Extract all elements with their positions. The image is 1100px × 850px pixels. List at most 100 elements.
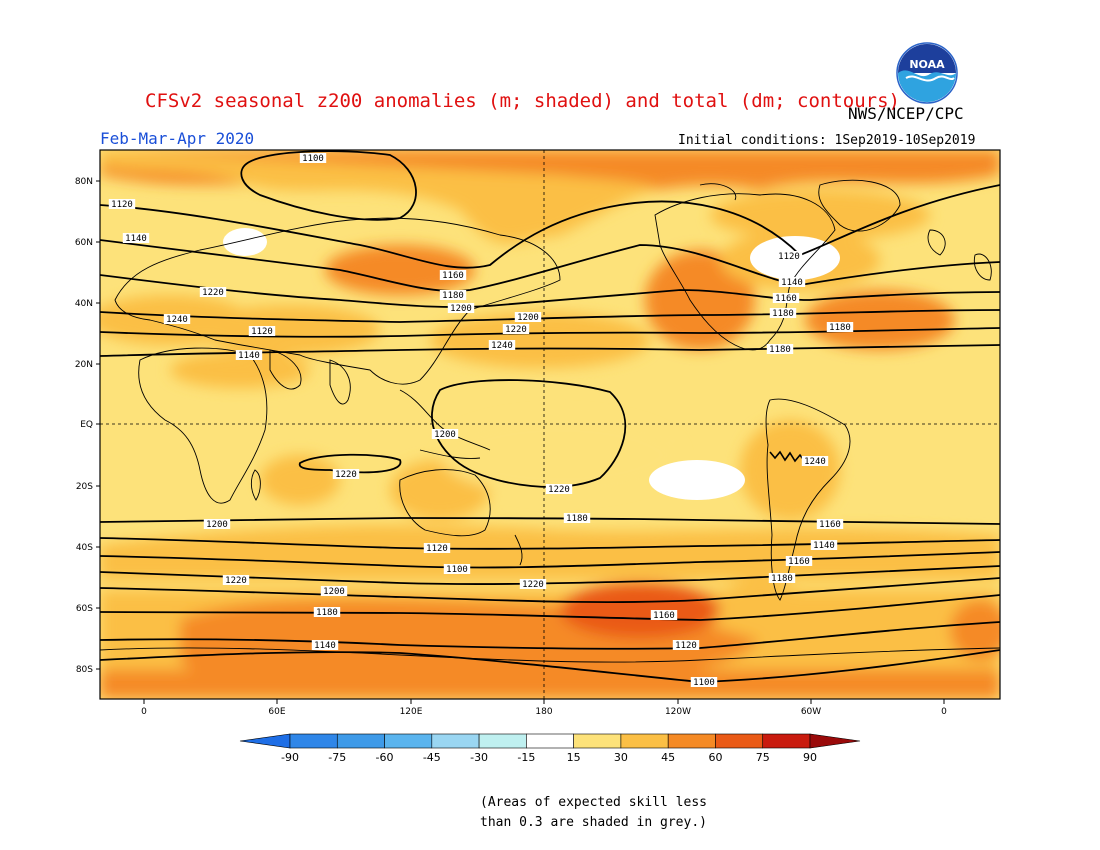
colorbar-label: 90: [803, 751, 817, 764]
contour-label-bg: [313, 607, 341, 617]
noaa-logo-icon: NOAA: [896, 42, 958, 104]
contour-label: 1240: [166, 315, 188, 325]
colorbar-min-arrow: [239, 733, 291, 749]
contour-label: 1220: [522, 580, 544, 590]
contour-label-bg: [299, 153, 327, 163]
contour-label-bg: [563, 513, 591, 523]
contour-label-bg: [439, 270, 467, 280]
colorbar-label: 60: [708, 751, 722, 764]
colorbar-swatch: [573, 733, 622, 749]
colorbar-label: -15: [517, 751, 535, 764]
contour-label: 1220: [505, 325, 527, 335]
lon-tick-label: 120W: [665, 707, 691, 717]
contour-label: 1160: [819, 520, 841, 530]
contour-label-bg: [690, 677, 718, 687]
contour-label: 1180: [316, 608, 338, 618]
lon-tick-label: 120E: [400, 707, 423, 717]
contour-label: 1200: [323, 587, 345, 597]
lat-tick-label: 20N: [75, 360, 93, 370]
colorbar-swatch: [667, 733, 716, 749]
contour-label: 1220: [548, 485, 570, 495]
colorbar-label: 15: [567, 751, 581, 764]
contour-label: 1200: [450, 304, 472, 314]
contour-label: 1200: [206, 520, 228, 530]
contour-label-bg: [519, 579, 547, 589]
lon-axis: 0 60E 120E 180 120W 60W 0: [141, 699, 947, 717]
contour-label: 1100: [693, 678, 715, 688]
contour-label-bg: [816, 519, 844, 529]
contour-label: 1140: [314, 641, 336, 651]
colorbar-swatch: [762, 733, 811, 749]
contour-label: 1120: [111, 200, 133, 210]
colorbar-label: -45: [423, 751, 441, 764]
contour-label-bg: [545, 484, 573, 494]
contour-label: 1220: [225, 576, 247, 586]
contour-label: 1200: [434, 430, 456, 440]
contour-label: 1120: [251, 327, 273, 337]
contour-label: 1140: [238, 351, 260, 361]
lat-axis: 80N 60N 40N 20N EQ 20S 40S 60S 80S: [75, 177, 100, 675]
contour-label-bg: [108, 199, 136, 209]
contour-label-bg: [431, 429, 459, 439]
contour-label: 1220: [335, 470, 357, 480]
contour-label-bg: [810, 540, 838, 550]
contour-label-bg: [826, 322, 854, 332]
colorbar-label: -60: [376, 751, 394, 764]
contour-label-bg: [772, 293, 800, 303]
logo-text: NOAA: [909, 58, 945, 71]
footnote-line: than 0.3 are shaded in grey.): [480, 815, 707, 830]
contour-label-bg: [248, 326, 276, 336]
contour-label: 1180: [769, 345, 791, 355]
colorbar-swatch: [384, 733, 433, 749]
colorbar-swatch: [431, 733, 480, 749]
contour-label: 1240: [491, 341, 513, 351]
contour-label: 1180: [771, 574, 793, 584]
contour-label: 1180: [829, 323, 851, 333]
colorbar-swatch: [715, 733, 764, 749]
contour-label: 1180: [772, 309, 794, 319]
contour-label: 1100: [446, 565, 468, 575]
contour-label-group: 1100 1120 1140 1160 1180 1200 1220 1240 1120 1140…: [108, 153, 854, 688]
lat-tick-label: 80S: [76, 665, 93, 675]
contour-label-bg: [502, 324, 530, 334]
colorbar-label: -30: [470, 751, 488, 764]
contour-label: 1160: [775, 294, 797, 304]
contour-label-bg: [672, 640, 700, 650]
colorbar-label: 30: [614, 751, 628, 764]
contour-label-bg: [320, 586, 348, 596]
contour-label-bg: [311, 640, 339, 650]
colorbar: -90 -75 -60 -45 -30 -15 15 30 45 60 75 90: [239, 733, 861, 764]
contour-label: 1120: [778, 252, 800, 262]
contour-label: 1120: [426, 544, 448, 554]
contour-label-bg: [235, 350, 263, 360]
colorbar-max-arrow: [809, 733, 861, 749]
contour-label-bg: [488, 340, 516, 350]
lon-tick-label: 0: [941, 707, 947, 717]
colorbar-label: 75: [756, 751, 770, 764]
lat-tick-label: 60N: [75, 238, 93, 248]
contour-label: 1140: [781, 278, 803, 288]
colorbar-swatch: [620, 733, 669, 749]
footnote: (Areas of expected skill less than 0.3 a…: [480, 793, 707, 833]
contour-label-bg: [650, 610, 678, 620]
contour-label-bg: [203, 519, 231, 529]
contour-label-bg: [332, 469, 360, 479]
agency-label: NWS/NCEP/CPC: [848, 104, 964, 123]
contour-label: 1180: [566, 514, 588, 524]
colorbar-label: -90: [281, 751, 299, 764]
contour-label-bg: [514, 312, 542, 322]
colorbar-swatch: [478, 733, 527, 749]
colorbar-swatch: [336, 733, 385, 749]
forecast-period: Feb-Mar-Apr 2020: [100, 129, 255, 148]
contour-label-bg: [122, 233, 150, 243]
colorbar-label: 45: [661, 751, 675, 764]
lat-tick-label: EQ: [80, 420, 93, 430]
contour-label-bg: [439, 290, 467, 300]
colorbar-label: -75: [328, 751, 346, 764]
contour-label-bg: [766, 344, 794, 354]
contour-label-bg: [775, 251, 803, 261]
contour-label-bg: [769, 308, 797, 318]
contour-label-bg: [778, 277, 806, 287]
lon-tick-label: 60E: [268, 707, 285, 717]
